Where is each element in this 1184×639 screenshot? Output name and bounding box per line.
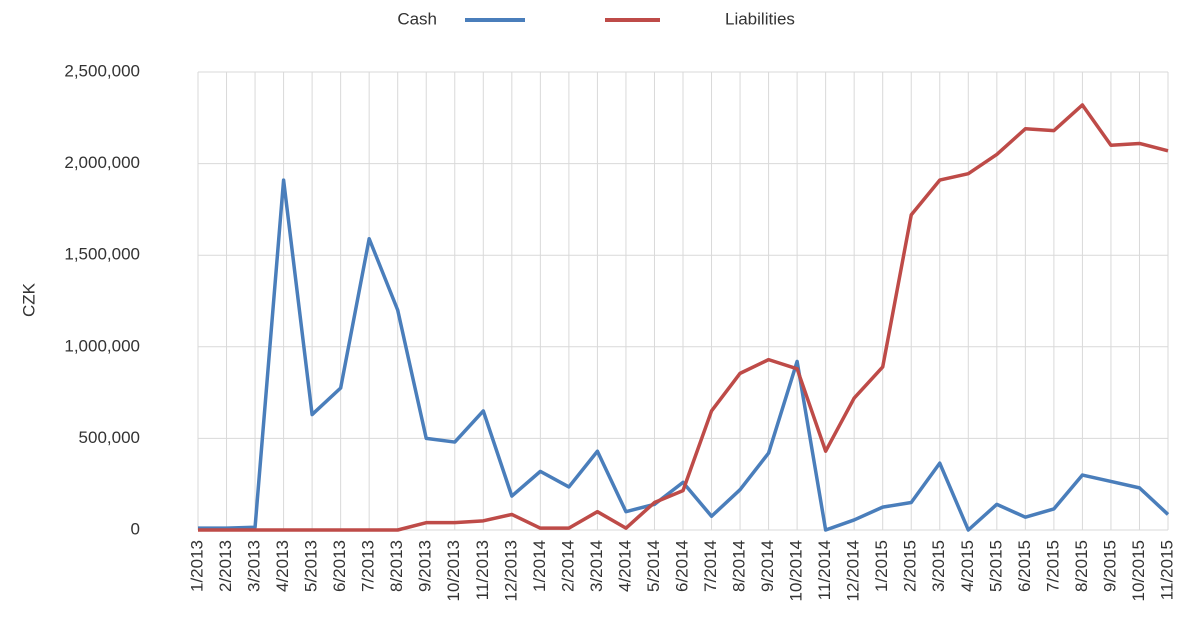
data-line <box>198 178 1170 532</box>
x-tick-label: 7/2014 <box>701 540 720 592</box>
y-tick-label: 1,500,000 <box>64 245 140 264</box>
x-tick-label: 1/2014 <box>530 540 549 592</box>
y-axis-label: CZK <box>19 282 38 317</box>
x-tick-label: 2/2014 <box>558 540 577 592</box>
x-tick-label: 11/2013 <box>473 540 492 600</box>
x-tick-label: 5/2015 <box>986 540 1005 592</box>
y-tick-label: 500,000 <box>79 428 140 447</box>
x-tick-label: 9/2013 <box>416 540 435 592</box>
y-tick-label: 1,000,000 <box>64 336 140 355</box>
x-tick-label: 7/2015 <box>1043 540 1062 592</box>
x-tick-label: 6/2013 <box>330 540 349 592</box>
legend-label: Liabilities <box>725 9 795 28</box>
legend-label: Cash <box>397 9 437 28</box>
x-tick-label: 2/2015 <box>901 540 920 592</box>
x-tick-label: 12/2013 <box>501 540 520 601</box>
x-tick-label: 5/2013 <box>302 540 321 592</box>
x-tick-label: 3/2013 <box>245 540 264 592</box>
y-tick-label: 0 <box>131 519 140 538</box>
x-tick-label: 7/2013 <box>359 540 378 592</box>
x-tick-label: 4/2015 <box>958 540 977 592</box>
x-tick-label: 4/2014 <box>615 540 634 592</box>
x-tick-label: 6/2015 <box>1015 540 1034 592</box>
x-tick-label: 3/2014 <box>587 540 606 592</box>
x-tick-label: 8/2015 <box>1072 540 1091 592</box>
x-tick-label: 10/2014 <box>787 540 806 601</box>
x-tick-label: 10/2013 <box>444 540 463 601</box>
x-tick-label: 6/2014 <box>672 540 691 592</box>
x-tick-label: 4/2013 <box>273 540 292 592</box>
x-tick-label: 12/2014 <box>844 540 863 601</box>
x-tick-label: 5/2014 <box>644 540 663 592</box>
x-tick-label: 8/2014 <box>730 540 749 592</box>
x-tick-label: 1/2013 <box>187 540 206 592</box>
x-tick-label: 11/2015 <box>1157 540 1176 600</box>
x-tick-label: 10/2015 <box>1129 540 1148 601</box>
y-tick-label: 2,500,000 <box>64 61 140 80</box>
y-tick-label: 2,000,000 <box>64 153 140 172</box>
x-tick-label: 3/2015 <box>929 540 948 592</box>
x-tick-label: 11/2014 <box>815 540 834 600</box>
x-tick-label: 8/2013 <box>387 540 406 592</box>
x-tick-label: 2/2013 <box>216 540 235 592</box>
data-line <box>198 103 1169 532</box>
x-tick-label: 9/2014 <box>758 540 777 592</box>
x-tick-label: 9/2015 <box>1100 540 1119 592</box>
x-tick-label: 1/2015 <box>872 540 891 592</box>
